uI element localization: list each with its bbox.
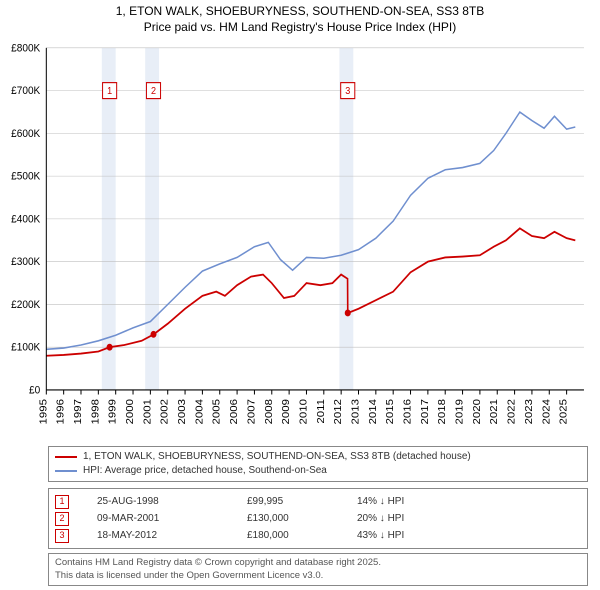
svg-text:2004: 2004 (194, 399, 205, 424)
svg-text:2015: 2015 (385, 399, 396, 424)
sales-marker-icon: 1 (55, 495, 69, 509)
title-line-2: Price paid vs. HM Land Registry's House … (10, 20, 590, 36)
svg-text:2001: 2001 (142, 399, 153, 424)
svg-text:2010: 2010 (298, 399, 309, 424)
svg-text:2018: 2018 (437, 399, 448, 424)
svg-text:2022: 2022 (506, 399, 517, 424)
svg-text:2006: 2006 (229, 399, 240, 424)
svg-text:1995: 1995 (38, 399, 49, 424)
svg-text:2016: 2016 (402, 399, 413, 424)
legend-swatch-blue (55, 470, 77, 472)
sales-price: £99,995 (247, 493, 357, 510)
svg-text:£600K: £600K (11, 127, 41, 140)
sales-price: £180,000 (247, 527, 357, 544)
svg-text:2017: 2017 (419, 399, 430, 424)
sales-row: 1 25-AUG-1998 £99,995 14% ↓ HPI (55, 493, 581, 510)
sales-diff: 43% ↓ HPI (357, 527, 581, 544)
svg-text:2013: 2013 (350, 399, 361, 424)
svg-text:2021: 2021 (489, 399, 500, 424)
svg-text:2008: 2008 (263, 399, 274, 424)
line-chart: £0 £100K £200K £300K £400K £500K £600K £700K £80… (0, 41, 590, 440)
sales-date: 09-MAR-2001 (97, 510, 247, 527)
title-block: 1, ETON WALK, SHOEBURYNESS, SOUTHEND-ON-… (0, 0, 600, 37)
sales-date: 25-AUG-1998 (97, 493, 247, 510)
footer-attribution: Contains HM Land Registry data © Crown c… (48, 553, 588, 586)
legend-item-hpi: HPI: Average price, detached house, Sout… (55, 464, 581, 478)
sales-diff: 14% ↓ HPI (357, 493, 581, 510)
svg-text:1996: 1996 (55, 399, 66, 424)
chart-area: £0 £100K £200K £300K £400K £500K £600K £700K £80… (0, 41, 590, 440)
svg-text:£100K: £100K (11, 341, 41, 354)
legend-label: 1, ETON WALK, SHOEBURYNESS, SOUTHEND-ON-… (83, 450, 471, 464)
svg-text:2025: 2025 (558, 399, 569, 424)
svg-text:£700K: £700K (11, 85, 41, 98)
chart-container: 1, ETON WALK, SHOEBURYNESS, SOUTHEND-ON-… (0, 0, 600, 590)
svg-text:1999: 1999 (107, 399, 118, 424)
title-line-1: 1, ETON WALK, SHOEBURYNESS, SOUTHEND-ON-… (10, 4, 590, 20)
svg-text:2003: 2003 (177, 399, 188, 424)
legend-swatch-red (55, 456, 77, 458)
svg-text:2011: 2011 (315, 399, 326, 424)
sales-marker-icon: 2 (55, 512, 69, 526)
svg-text:2002: 2002 (159, 399, 170, 424)
svg-text:2000: 2000 (125, 399, 136, 424)
legend-item-price-paid: 1, ETON WALK, SHOEBURYNESS, SOUTHEND-ON-… (55, 450, 581, 464)
svg-text:2012: 2012 (333, 399, 344, 424)
sales-date: 18-MAY-2012 (97, 527, 247, 544)
svg-text:3: 3 (345, 86, 350, 98)
svg-text:2005: 2005 (211, 399, 222, 424)
svg-text:£300K: £300K (11, 256, 41, 269)
legend: 1, ETON WALK, SHOEBURYNESS, SOUTHEND-ON-… (48, 446, 588, 482)
footer-line: Contains HM Land Registry data © Crown c… (55, 557, 581, 569)
svg-text:2007: 2007 (246, 399, 257, 424)
sales-marker-icon: 3 (55, 529, 69, 543)
svg-text:2: 2 (151, 86, 156, 98)
svg-text:2014: 2014 (367, 399, 378, 424)
sales-diff: 20% ↓ HPI (357, 510, 581, 527)
svg-text:£0: £0 (29, 384, 40, 397)
svg-text:£200K: £200K (11, 298, 41, 311)
sales-price: £130,000 (247, 510, 357, 527)
svg-text:£800K: £800K (11, 42, 41, 55)
svg-text:2024: 2024 (541, 399, 552, 424)
sales-row: 2 09-MAR-2001 £130,000 20% ↓ HPI (55, 510, 581, 527)
svg-text:2023: 2023 (524, 399, 535, 424)
footer-line: This data is licensed under the Open Gov… (55, 570, 581, 582)
svg-text:£500K: £500K (11, 170, 41, 183)
legend-label: HPI: Average price, detached house, Sout… (83, 464, 327, 478)
svg-text:1997: 1997 (73, 399, 84, 424)
sales-row: 3 18-MAY-2012 £180,000 43% ↓ HPI (55, 527, 581, 544)
svg-text:2020: 2020 (471, 399, 482, 424)
svg-text:1: 1 (107, 86, 112, 98)
sales-table: 1 25-AUG-1998 £99,995 14% ↓ HPI 2 09-MAR… (48, 488, 588, 549)
svg-text:£400K: £400K (11, 213, 41, 226)
svg-text:1998: 1998 (90, 399, 101, 424)
svg-text:2009: 2009 (281, 399, 292, 424)
svg-text:2019: 2019 (454, 399, 465, 424)
